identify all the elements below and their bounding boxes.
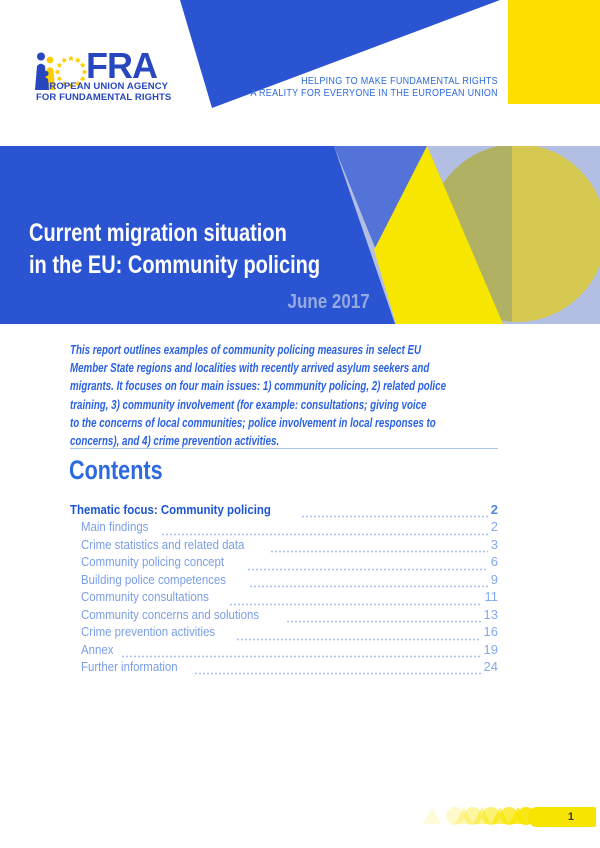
- contents-heading: Contents: [69, 455, 163, 485]
- toc-entry-policing-concept[interactable]: Community policing concept 6: [70, 554, 498, 572]
- toc-dot-leader: [248, 585, 488, 590]
- toc-entry-page: 19: [483, 641, 498, 657]
- toc-entry-page: 9: [490, 571, 498, 587]
- toc-entry-label: Main findings: [81, 519, 149, 535]
- fra-logo-acronym: FRA: [86, 45, 158, 86]
- toc-entry-label: Further information: [81, 658, 178, 674]
- toc-dot-leader: [193, 672, 481, 677]
- toc-entry-page: 2: [490, 519, 498, 535]
- footer-decor-strip: 1: [0, 807, 600, 827]
- toc-entry-thematic-focus[interactable]: Thematic focus: Community policing 2: [70, 502, 498, 520]
- footer-circle-shape: [446, 807, 464, 825]
- fra-logo-subtitle-line1: EUROPEAN UNION AGENCY: [36, 81, 169, 92]
- toc-entry-label: Community concerns and solutions: [81, 606, 260, 622]
- toc-dot-leader: [120, 654, 481, 659]
- toc-entry-page: 24: [483, 658, 498, 674]
- toc-entry-page: 11: [484, 589, 499, 605]
- fra-logo-subtitle-line2: FOR FUNDAMENTAL RIGHTS: [36, 91, 172, 103]
- toc-entry-page: 3: [490, 536, 498, 552]
- intro-paragraph: This report outlines examples of communi…: [70, 343, 446, 449]
- header-decor-shapes: [180, 0, 600, 108]
- banner-yellow-kite-shape: [374, 146, 503, 324]
- toc-entry-crime-prevention[interactable]: Crime prevention activities 16: [70, 624, 498, 642]
- header-blue-triangle-shape: [180, 0, 500, 108]
- page-title-line2: in the EU: Community policing: [29, 251, 321, 279]
- agency-tagline: HELPING TO MAKE FUNDAMENTAL RIGHTS A REA…: [251, 76, 498, 100]
- toc-entry-label: Thematic focus: Community policing: [70, 502, 271, 517]
- toc-entry-police-competences[interactable]: Building police competences 9: [70, 571, 498, 590]
- agency-tagline-line1: HELPING TO MAKE FUNDAMENTAL RIGHTS: [301, 76, 498, 87]
- toc-dot-leader: [229, 602, 482, 607]
- toc-dot-leader: [236, 637, 481, 642]
- people-icon: [35, 52, 55, 90]
- toc-entry-concerns-solutions[interactable]: Community concerns and solutions 13: [70, 606, 498, 625]
- toc-entry-label: Crime statistics and related data: [81, 536, 245, 552]
- toc-dot-leader: [160, 532, 488, 537]
- toc-entry-page: 6: [490, 554, 498, 570]
- banner-medium-blue-triangle-shape: [334, 146, 427, 250]
- page-number: 1: [567, 811, 574, 823]
- toc-dot-leader: [286, 620, 481, 625]
- toc-entry-crime-statistics[interactable]: Crime statistics and related data 3: [70, 536, 498, 555]
- divider-rule: [70, 448, 498, 449]
- fra-logo-subtitle: EUROPEAN UNION AGENCY FOR FUNDAMENTAL RI…: [36, 81, 172, 103]
- toc-entry-community-consultations[interactable]: Community consultations 11: [70, 589, 499, 607]
- toc-entry-annex[interactable]: Annex 19: [70, 642, 498, 659]
- toc-entry-main-findings[interactable]: Main findings 2: [70, 519, 498, 537]
- toc-entry-label: Building police competences: [81, 571, 227, 587]
- page-title: Current migration situation in the EU: C…: [29, 217, 320, 281]
- toc-dot-leader: [301, 515, 488, 520]
- toc-entry-label: Annex: [81, 641, 114, 657]
- banner-decor-shapes: [0, 146, 600, 324]
- header-yellow-block-shape: [508, 0, 600, 104]
- toc-entry-label: Community consultations: [81, 589, 209, 605]
- toc-entry-page: 13: [483, 606, 498, 622]
- table-of-contents: Thematic focus: Community policing 2 Mai…: [70, 502, 499, 677]
- agency-tagline-line2: A REALITY FOR EVERYONE IN THE EUROPEAN U…: [250, 88, 498, 99]
- footer-circle-shape: [464, 807, 482, 825]
- toc-entry-label: Crime prevention activities: [81, 624, 216, 640]
- toc-dot-leader: [246, 567, 488, 572]
- page-title-line1: Current migration situation: [29, 219, 287, 247]
- banner-blue-box-shape: [0, 146, 395, 324]
- footer-page-bar: 1: [528, 807, 596, 827]
- toc-entry-further-information[interactable]: Further information 24: [70, 658, 498, 677]
- toc-entry-page: 16: [483, 624, 498, 640]
- report-date: June 2017: [287, 291, 370, 313]
- toc-entry-page: 2: [490, 502, 498, 517]
- toc-dot-leader: [269, 550, 488, 555]
- toc-entry-label: Community policing concept: [81, 554, 225, 570]
- footer-triangle-shape: [423, 807, 441, 824]
